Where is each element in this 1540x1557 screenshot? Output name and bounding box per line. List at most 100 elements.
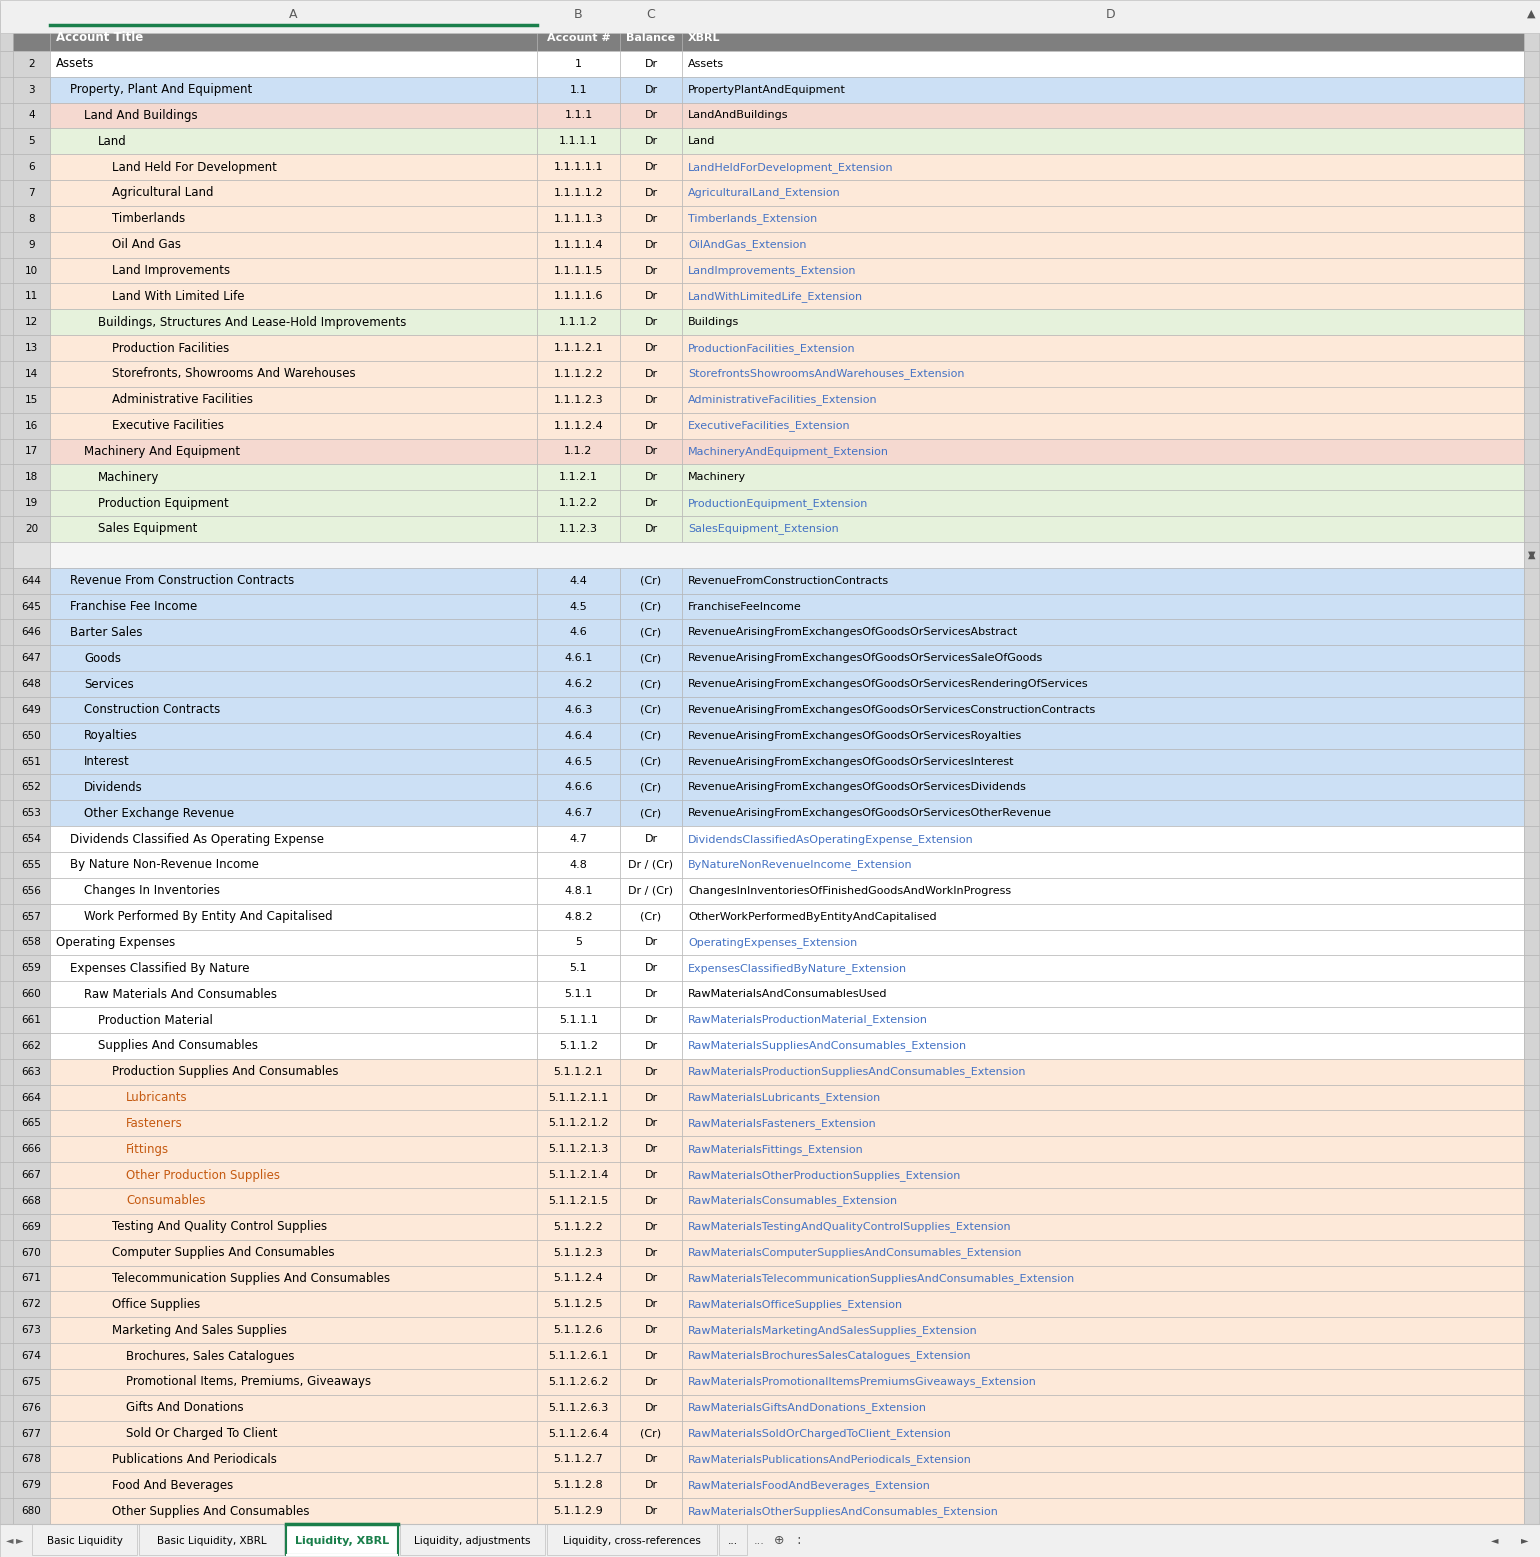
Bar bbox=[621, 206, 682, 232]
Bar bbox=[0, 1266, 12, 1291]
Text: 5.1.1.2.1.3: 5.1.1.2.1.3 bbox=[548, 1144, 608, 1154]
Bar bbox=[621, 232, 682, 257]
Bar bbox=[621, 774, 682, 800]
Bar bbox=[49, 51, 537, 76]
Text: 9: 9 bbox=[28, 240, 35, 249]
Text: 661: 661 bbox=[22, 1015, 42, 1025]
Text: Production Supplies And Consumables: Production Supplies And Consumables bbox=[112, 1065, 339, 1077]
Text: Dr / (Cr): Dr / (Cr) bbox=[628, 886, 673, 895]
Text: Land Improvements: Land Improvements bbox=[112, 265, 229, 277]
Text: 4.6.1: 4.6.1 bbox=[564, 654, 593, 663]
Bar bbox=[537, 1032, 621, 1059]
Text: 679: 679 bbox=[22, 1481, 42, 1490]
Bar bbox=[1525, 1059, 1538, 1085]
Text: 657: 657 bbox=[22, 912, 42, 922]
Bar bbox=[1525, 1137, 1538, 1162]
Bar bbox=[537, 930, 621, 956]
Bar bbox=[12, 722, 49, 749]
Bar bbox=[12, 51, 49, 76]
Text: 8: 8 bbox=[28, 213, 35, 224]
Text: 5.1.1.2.9: 5.1.1.2.9 bbox=[553, 1506, 604, 1517]
Text: Account Title: Account Title bbox=[55, 31, 143, 45]
Text: Dr: Dr bbox=[644, 1196, 658, 1207]
Text: Dr: Dr bbox=[644, 1403, 658, 1412]
Bar bbox=[682, 1498, 1525, 1524]
Bar bbox=[12, 103, 49, 128]
Text: 4.7: 4.7 bbox=[570, 835, 587, 844]
Bar bbox=[537, 232, 621, 257]
Bar bbox=[12, 1059, 49, 1085]
Text: Production Facilities: Production Facilities bbox=[112, 341, 229, 355]
Bar bbox=[621, 1369, 682, 1395]
Bar bbox=[1525, 1446, 1538, 1473]
Text: 4: 4 bbox=[28, 111, 35, 120]
Bar bbox=[621, 310, 682, 335]
Text: 5: 5 bbox=[574, 937, 582, 948]
Bar bbox=[682, 310, 1525, 335]
Text: 675: 675 bbox=[22, 1376, 42, 1387]
Bar bbox=[0, 386, 12, 413]
Bar bbox=[49, 1032, 537, 1059]
Bar bbox=[621, 515, 682, 542]
Text: Dr: Dr bbox=[644, 1351, 658, 1361]
Text: (Cr): (Cr) bbox=[641, 601, 662, 612]
Bar bbox=[12, 1369, 49, 1395]
Bar bbox=[49, 1473, 537, 1498]
Text: Office Supplies: Office Supplies bbox=[112, 1299, 200, 1311]
Text: 5.1.1.2.1.4: 5.1.1.2.1.4 bbox=[548, 1171, 608, 1180]
Bar bbox=[682, 698, 1525, 722]
Text: Agricultural Land: Agricultural Land bbox=[112, 187, 214, 199]
Bar bbox=[1525, 956, 1538, 981]
Text: RawMaterialsSoldOrChargedToClient_Extension: RawMaterialsSoldOrChargedToClient_Extens… bbox=[688, 1428, 952, 1439]
Bar bbox=[537, 1446, 621, 1473]
Text: RawMaterialsBrochuresSalesCatalogues_Extension: RawMaterialsBrochuresSalesCatalogues_Ext… bbox=[688, 1350, 972, 1361]
Bar bbox=[12, 1344, 49, 1369]
Text: (Cr): (Cr) bbox=[641, 654, 662, 663]
Text: 4.6.5: 4.6.5 bbox=[564, 757, 593, 766]
Text: 17: 17 bbox=[25, 447, 38, 456]
Bar bbox=[682, 1473, 1525, 1498]
Bar bbox=[12, 568, 49, 593]
Bar bbox=[0, 645, 12, 671]
Text: (Cr): (Cr) bbox=[641, 705, 662, 715]
Bar bbox=[621, 1266, 682, 1291]
Bar bbox=[49, 1137, 537, 1162]
Text: 1.1.1.1.2: 1.1.1.1.2 bbox=[554, 188, 604, 198]
Text: 1.1.1.1.5: 1.1.1.1.5 bbox=[554, 266, 604, 276]
Text: 1.1.1.2.4: 1.1.1.2.4 bbox=[553, 420, 604, 431]
Bar bbox=[12, 310, 49, 335]
Bar bbox=[537, 620, 621, 645]
Bar bbox=[682, 1344, 1525, 1369]
Bar bbox=[12, 413, 49, 439]
Text: Dr: Dr bbox=[644, 1067, 658, 1077]
Text: 5.1.1.2.6.3: 5.1.1.2.6.3 bbox=[548, 1403, 608, 1412]
Text: RawMaterialsPublicationsAndPeriodicals_Extension: RawMaterialsPublicationsAndPeriodicals_E… bbox=[688, 1454, 972, 1465]
Text: 669: 669 bbox=[22, 1222, 42, 1232]
Text: Computer Supplies And Consumables: Computer Supplies And Consumables bbox=[112, 1246, 334, 1260]
Bar bbox=[682, 3, 1538, 25]
Bar bbox=[537, 1110, 621, 1137]
Bar bbox=[621, 1344, 682, 1369]
Bar bbox=[49, 206, 537, 232]
Bar bbox=[1525, 1085, 1538, 1110]
Bar bbox=[537, 800, 621, 827]
Text: 5.1.1.2.5: 5.1.1.2.5 bbox=[554, 1300, 604, 1309]
Text: 5.1: 5.1 bbox=[570, 964, 587, 973]
Bar bbox=[0, 1007, 12, 1032]
Bar bbox=[537, 1369, 621, 1395]
Bar bbox=[1525, 257, 1538, 283]
Bar bbox=[621, 1137, 682, 1162]
Bar bbox=[12, 361, 49, 386]
Bar bbox=[1525, 1110, 1538, 1137]
Text: 646: 646 bbox=[22, 627, 42, 637]
Text: RawMaterialsPromotionalItemsPremiumsGiveaways_Extension: RawMaterialsPromotionalItemsPremiumsGive… bbox=[688, 1376, 1036, 1387]
Bar bbox=[682, 981, 1525, 1007]
Text: 20: 20 bbox=[25, 525, 38, 534]
Bar bbox=[621, 181, 682, 206]
Bar bbox=[12, 490, 49, 515]
Text: 5.1.1.2.6.4: 5.1.1.2.6.4 bbox=[548, 1428, 608, 1439]
Text: Timberlands_Extension: Timberlands_Extension bbox=[688, 213, 818, 224]
Text: ...: ... bbox=[728, 1535, 738, 1546]
Text: ◄: ◄ bbox=[6, 1535, 14, 1546]
Bar bbox=[537, 1473, 621, 1498]
